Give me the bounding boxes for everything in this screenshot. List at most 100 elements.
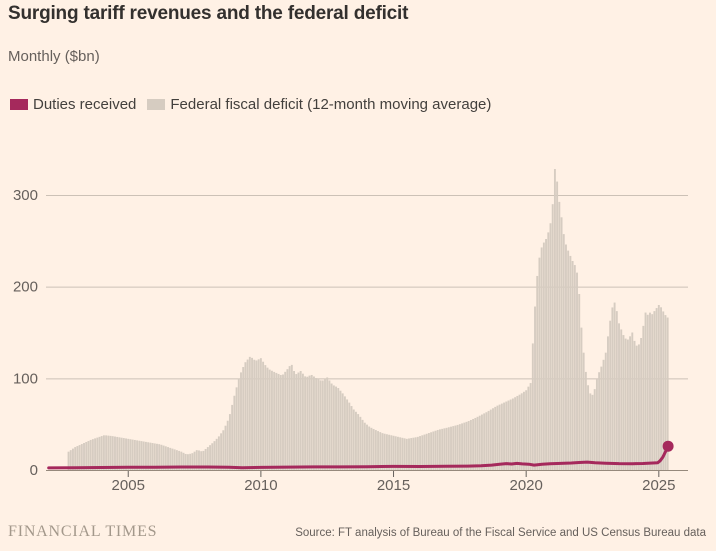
deficit-bar bbox=[107, 435, 110, 470]
deficit-bar bbox=[547, 232, 550, 470]
deficit-bar bbox=[545, 239, 548, 470]
chart-subtitle: Monthly ($bn) bbox=[8, 48, 100, 65]
deficit-bar bbox=[553, 169, 556, 470]
deficit-bar bbox=[414, 437, 417, 470]
deficit-bar bbox=[180, 451, 183, 470]
deficit-bar bbox=[412, 437, 415, 470]
deficit-bar bbox=[237, 378, 240, 470]
deficit-bar bbox=[372, 428, 375, 470]
deficit-bar bbox=[182, 452, 185, 470]
deficit-bar bbox=[569, 255, 572, 470]
deficit-bar bbox=[580, 327, 583, 470]
deficit-bar bbox=[377, 431, 379, 470]
deficit-bar bbox=[151, 443, 154, 470]
deficit-bar bbox=[306, 376, 309, 470]
deficit-bar bbox=[74, 447, 77, 470]
deficit-bar bbox=[355, 411, 357, 470]
deficit-bar bbox=[615, 311, 618, 470]
deficit-bar bbox=[385, 434, 388, 470]
deficit-bar bbox=[350, 406, 353, 470]
deficit-bar bbox=[618, 323, 620, 470]
deficit-bar bbox=[264, 365, 267, 470]
deficit-bar bbox=[224, 425, 227, 470]
deficit-bar bbox=[346, 399, 349, 470]
deficit-bar bbox=[662, 311, 665, 470]
deficit-bar bbox=[664, 315, 667, 470]
deficit-bar bbox=[330, 383, 333, 470]
deficit-bar bbox=[149, 442, 152, 470]
y-axis-label-0: 0 bbox=[30, 462, 38, 479]
deficit-bar bbox=[527, 386, 530, 470]
deficit-bar bbox=[651, 314, 654, 470]
deficit-bar bbox=[160, 444, 163, 470]
deficit-bar bbox=[164, 446, 167, 470]
deficit-bar bbox=[213, 441, 216, 470]
source-note: Source: FT analysis of Bureau of the Fis… bbox=[295, 527, 706, 539]
duties-line bbox=[47, 444, 670, 470]
deficit-bar bbox=[335, 386, 337, 470]
deficit-bar bbox=[582, 352, 585, 470]
deficit-bar bbox=[434, 430, 437, 470]
deficit-bar bbox=[80, 444, 83, 470]
deficit-bar bbox=[410, 438, 413, 470]
deficit-bar bbox=[660, 307, 662, 470]
x-axis-label-2020: 2020 bbox=[509, 477, 542, 494]
deficit-bar bbox=[640, 338, 643, 470]
deficit-bar bbox=[299, 371, 302, 470]
deficit-bar bbox=[556, 181, 559, 470]
deficit-bar bbox=[593, 389, 596, 470]
deficit-bar bbox=[657, 305, 660, 470]
deficit-bar bbox=[503, 402, 506, 470]
deficit-bar bbox=[348, 402, 351, 470]
deficit-bar bbox=[370, 427, 373, 470]
deficit-bar bbox=[85, 441, 88, 470]
deficit-bar bbox=[381, 433, 384, 470]
deficit-bar bbox=[655, 308, 658, 470]
deficit-bar bbox=[500, 403, 503, 470]
deficit-bar bbox=[509, 399, 512, 470]
deficit-bar bbox=[200, 451, 203, 470]
deficit-bar bbox=[591, 394, 594, 470]
deficit-bar bbox=[76, 446, 79, 470]
deficit-bar bbox=[206, 447, 209, 470]
deficit-bar bbox=[72, 448, 74, 470]
deficit-bar bbox=[191, 453, 194, 470]
deficit-bar bbox=[89, 439, 92, 470]
deficit-bar bbox=[487, 410, 490, 470]
deficit-bar bbox=[454, 425, 457, 470]
deficit-bar bbox=[288, 366, 291, 470]
deficit-bar bbox=[111, 436, 114, 470]
x-axis-label-2005: 2005 bbox=[112, 477, 145, 494]
deficit-bar bbox=[319, 380, 322, 470]
deficit-bar bbox=[536, 275, 539, 470]
deficit-bar bbox=[584, 371, 587, 470]
deficit-bar bbox=[361, 419, 364, 470]
deficit-bar bbox=[98, 436, 101, 470]
deficit-bar bbox=[483, 413, 486, 470]
deficit-bar bbox=[310, 374, 313, 470]
deficit-bar bbox=[133, 439, 136, 470]
deficit-bar bbox=[96, 437, 99, 470]
deficit-bar bbox=[153, 443, 156, 470]
deficit-bar bbox=[220, 433, 223, 470]
legend-label-deficit: Federal fiscal deficit (12-month moving … bbox=[170, 96, 492, 113]
deficit-bar bbox=[430, 432, 433, 470]
deficit-bar bbox=[109, 435, 112, 470]
deficit-bar bbox=[542, 242, 545, 470]
deficit-bar bbox=[646, 314, 649, 470]
deficit-bar bbox=[290, 364, 293, 470]
deficit-bar bbox=[565, 244, 567, 470]
deficit-bar bbox=[156, 443, 158, 470]
deficit-bar bbox=[317, 379, 320, 470]
deficit-bar bbox=[458, 424, 461, 470]
deficit-bar bbox=[142, 441, 145, 470]
deficit-bar bbox=[388, 434, 391, 470]
deficit-bar bbox=[127, 438, 130, 470]
deficit-bar bbox=[315, 378, 318, 470]
deficit-bar bbox=[423, 434, 426, 470]
deficit-bar bbox=[215, 438, 218, 470]
deficit-bar bbox=[419, 436, 422, 470]
deficit-bar bbox=[140, 441, 143, 470]
deficit-bar bbox=[489, 409, 492, 470]
